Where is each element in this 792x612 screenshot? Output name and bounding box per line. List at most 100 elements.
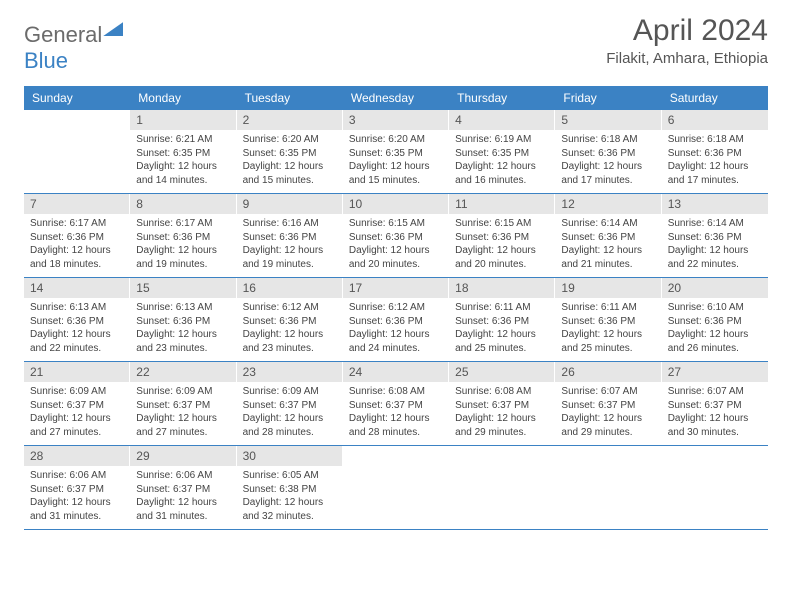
day-number: 5 <box>555 110 661 130</box>
daylight-text: Daylight: 12 hours and 32 minutes. <box>243 496 337 523</box>
sunrise-text: Sunrise: 6:12 AM <box>243 301 337 315</box>
daylight-text: Daylight: 12 hours and 25 minutes. <box>561 328 655 355</box>
sunset-text: Sunset: 6:37 PM <box>561 399 655 413</box>
calendar-cell: 6Sunrise: 6:18 AMSunset: 6:36 PMDaylight… <box>662 110 768 193</box>
day-details: Sunrise: 6:12 AMSunset: 6:36 PMDaylight:… <box>343 298 449 361</box>
day-number: 6 <box>662 110 768 130</box>
calendar-cell: 14Sunrise: 6:13 AMSunset: 6:36 PMDayligh… <box>24 278 130 361</box>
day-number: 9 <box>237 194 343 214</box>
sunrise-text: Sunrise: 6:09 AM <box>243 385 337 399</box>
day-details: Sunrise: 6:14 AMSunset: 6:36 PMDaylight:… <box>662 214 768 277</box>
day-number: 12 <box>555 194 661 214</box>
weekday-header: Saturday <box>662 86 768 110</box>
day-details: Sunrise: 6:10 AMSunset: 6:36 PMDaylight:… <box>662 298 768 361</box>
day-number <box>24 110 130 116</box>
sunset-text: Sunset: 6:36 PM <box>30 315 124 329</box>
daylight-text: Daylight: 12 hours and 29 minutes. <box>455 412 549 439</box>
calendar-cell: 27Sunrise: 6:07 AMSunset: 6:37 PMDayligh… <box>662 362 768 445</box>
sunset-text: Sunset: 6:35 PM <box>136 147 230 161</box>
daylight-text: Daylight: 12 hours and 22 minutes. <box>30 328 124 355</box>
sunset-text: Sunset: 6:36 PM <box>668 315 762 329</box>
day-number: 19 <box>555 278 661 298</box>
day-number: 3 <box>343 110 449 130</box>
sunset-text: Sunset: 6:37 PM <box>30 399 124 413</box>
sunrise-text: Sunrise: 6:11 AM <box>561 301 655 315</box>
calendar-cell <box>343 446 449 529</box>
sunrise-text: Sunrise: 6:09 AM <box>30 385 124 399</box>
page-title: April 2024 <box>606 14 768 48</box>
calendar-cell: 4Sunrise: 6:19 AMSunset: 6:35 PMDaylight… <box>449 110 555 193</box>
sunrise-text: Sunrise: 6:15 AM <box>349 217 443 231</box>
calendar-cell: 26Sunrise: 6:07 AMSunset: 6:37 PMDayligh… <box>555 362 661 445</box>
day-number: 26 <box>555 362 661 382</box>
daylight-text: Daylight: 12 hours and 23 minutes. <box>243 328 337 355</box>
daylight-text: Daylight: 12 hours and 19 minutes. <box>243 244 337 271</box>
daylight-text: Daylight: 12 hours and 14 minutes. <box>136 160 230 187</box>
daylight-text: Daylight: 12 hours and 23 minutes. <box>136 328 230 355</box>
day-number <box>662 446 768 452</box>
day-number: 29 <box>130 446 236 466</box>
day-number: 1 <box>130 110 236 130</box>
calendar-cell: 19Sunrise: 6:11 AMSunset: 6:36 PMDayligh… <box>555 278 661 361</box>
sunrise-text: Sunrise: 6:18 AM <box>561 133 655 147</box>
daylight-text: Daylight: 12 hours and 31 minutes. <box>136 496 230 523</box>
sunset-text: Sunset: 6:36 PM <box>561 315 655 329</box>
day-number: 20 <box>662 278 768 298</box>
daylight-text: Daylight: 12 hours and 27 minutes. <box>30 412 124 439</box>
day-details: Sunrise: 6:14 AMSunset: 6:36 PMDaylight:… <box>555 214 661 277</box>
day-details: Sunrise: 6:18 AMSunset: 6:36 PMDaylight:… <box>555 130 661 193</box>
sunrise-text: Sunrise: 6:14 AM <box>561 217 655 231</box>
day-number: 24 <box>343 362 449 382</box>
day-number: 21 <box>24 362 130 382</box>
day-details: Sunrise: 6:20 AMSunset: 6:35 PMDaylight:… <box>343 130 449 193</box>
daylight-text: Daylight: 12 hours and 18 minutes. <box>30 244 124 271</box>
sunset-text: Sunset: 6:37 PM <box>349 399 443 413</box>
sunrise-text: Sunrise: 6:14 AM <box>668 217 762 231</box>
sunset-text: Sunset: 6:36 PM <box>561 231 655 245</box>
sunrise-text: Sunrise: 6:20 AM <box>243 133 337 147</box>
weekday-header: Friday <box>555 86 661 110</box>
calendar-page: General Blue April 2024 Filakit, Amhara,… <box>0 0 792 540</box>
day-details: Sunrise: 6:11 AMSunset: 6:36 PMDaylight:… <box>555 298 661 361</box>
daylight-text: Daylight: 12 hours and 19 minutes. <box>136 244 230 271</box>
daylight-text: Daylight: 12 hours and 31 minutes. <box>30 496 124 523</box>
day-details: Sunrise: 6:13 AMSunset: 6:36 PMDaylight:… <box>130 298 236 361</box>
calendar-cell: 13Sunrise: 6:14 AMSunset: 6:36 PMDayligh… <box>662 194 768 277</box>
day-details: Sunrise: 6:06 AMSunset: 6:37 PMDaylight:… <box>130 466 236 529</box>
weekday-header: Tuesday <box>237 86 343 110</box>
day-number: 22 <box>130 362 236 382</box>
calendar-cell: 1Sunrise: 6:21 AMSunset: 6:35 PMDaylight… <box>130 110 236 193</box>
calendar-week: 21Sunrise: 6:09 AMSunset: 6:37 PMDayligh… <box>24 362 768 446</box>
sunset-text: Sunset: 6:38 PM <box>243 483 337 497</box>
daylight-text: Daylight: 12 hours and 20 minutes. <box>455 244 549 271</box>
daylight-text: Daylight: 12 hours and 27 minutes. <box>136 412 230 439</box>
calendar-cell: 9Sunrise: 6:16 AMSunset: 6:36 PMDaylight… <box>237 194 343 277</box>
daylight-text: Daylight: 12 hours and 24 minutes. <box>349 328 443 355</box>
daylight-text: Daylight: 12 hours and 17 minutes. <box>561 160 655 187</box>
day-details: Sunrise: 6:06 AMSunset: 6:37 PMDaylight:… <box>24 466 130 529</box>
weekday-header: Wednesday <box>343 86 449 110</box>
day-details: Sunrise: 6:11 AMSunset: 6:36 PMDaylight:… <box>449 298 555 361</box>
title-block: April 2024 Filakit, Amhara, Ethiopia <box>606 14 768 67</box>
sunrise-text: Sunrise: 6:08 AM <box>349 385 443 399</box>
day-number: 17 <box>343 278 449 298</box>
sunrise-text: Sunrise: 6:06 AM <box>136 469 230 483</box>
sunrise-text: Sunrise: 6:16 AM <box>243 217 337 231</box>
sunrise-text: Sunrise: 6:05 AM <box>243 469 337 483</box>
daylight-text: Daylight: 12 hours and 29 minutes. <box>561 412 655 439</box>
daylight-text: Daylight: 12 hours and 26 minutes. <box>668 328 762 355</box>
sunset-text: Sunset: 6:37 PM <box>668 399 762 413</box>
calendar-cell: 30Sunrise: 6:05 AMSunset: 6:38 PMDayligh… <box>237 446 343 529</box>
sunset-text: Sunset: 6:36 PM <box>30 231 124 245</box>
sunset-text: Sunset: 6:37 PM <box>136 399 230 413</box>
calendar-cell: 5Sunrise: 6:18 AMSunset: 6:36 PMDaylight… <box>555 110 661 193</box>
day-number: 4 <box>449 110 555 130</box>
calendar-cell: 12Sunrise: 6:14 AMSunset: 6:36 PMDayligh… <box>555 194 661 277</box>
sunrise-text: Sunrise: 6:13 AM <box>136 301 230 315</box>
day-number: 16 <box>237 278 343 298</box>
day-details: Sunrise: 6:17 AMSunset: 6:36 PMDaylight:… <box>130 214 236 277</box>
sunset-text: Sunset: 6:36 PM <box>349 231 443 245</box>
sunset-text: Sunset: 6:35 PM <box>455 147 549 161</box>
day-details: Sunrise: 6:12 AMSunset: 6:36 PMDaylight:… <box>237 298 343 361</box>
sunset-text: Sunset: 6:36 PM <box>349 315 443 329</box>
